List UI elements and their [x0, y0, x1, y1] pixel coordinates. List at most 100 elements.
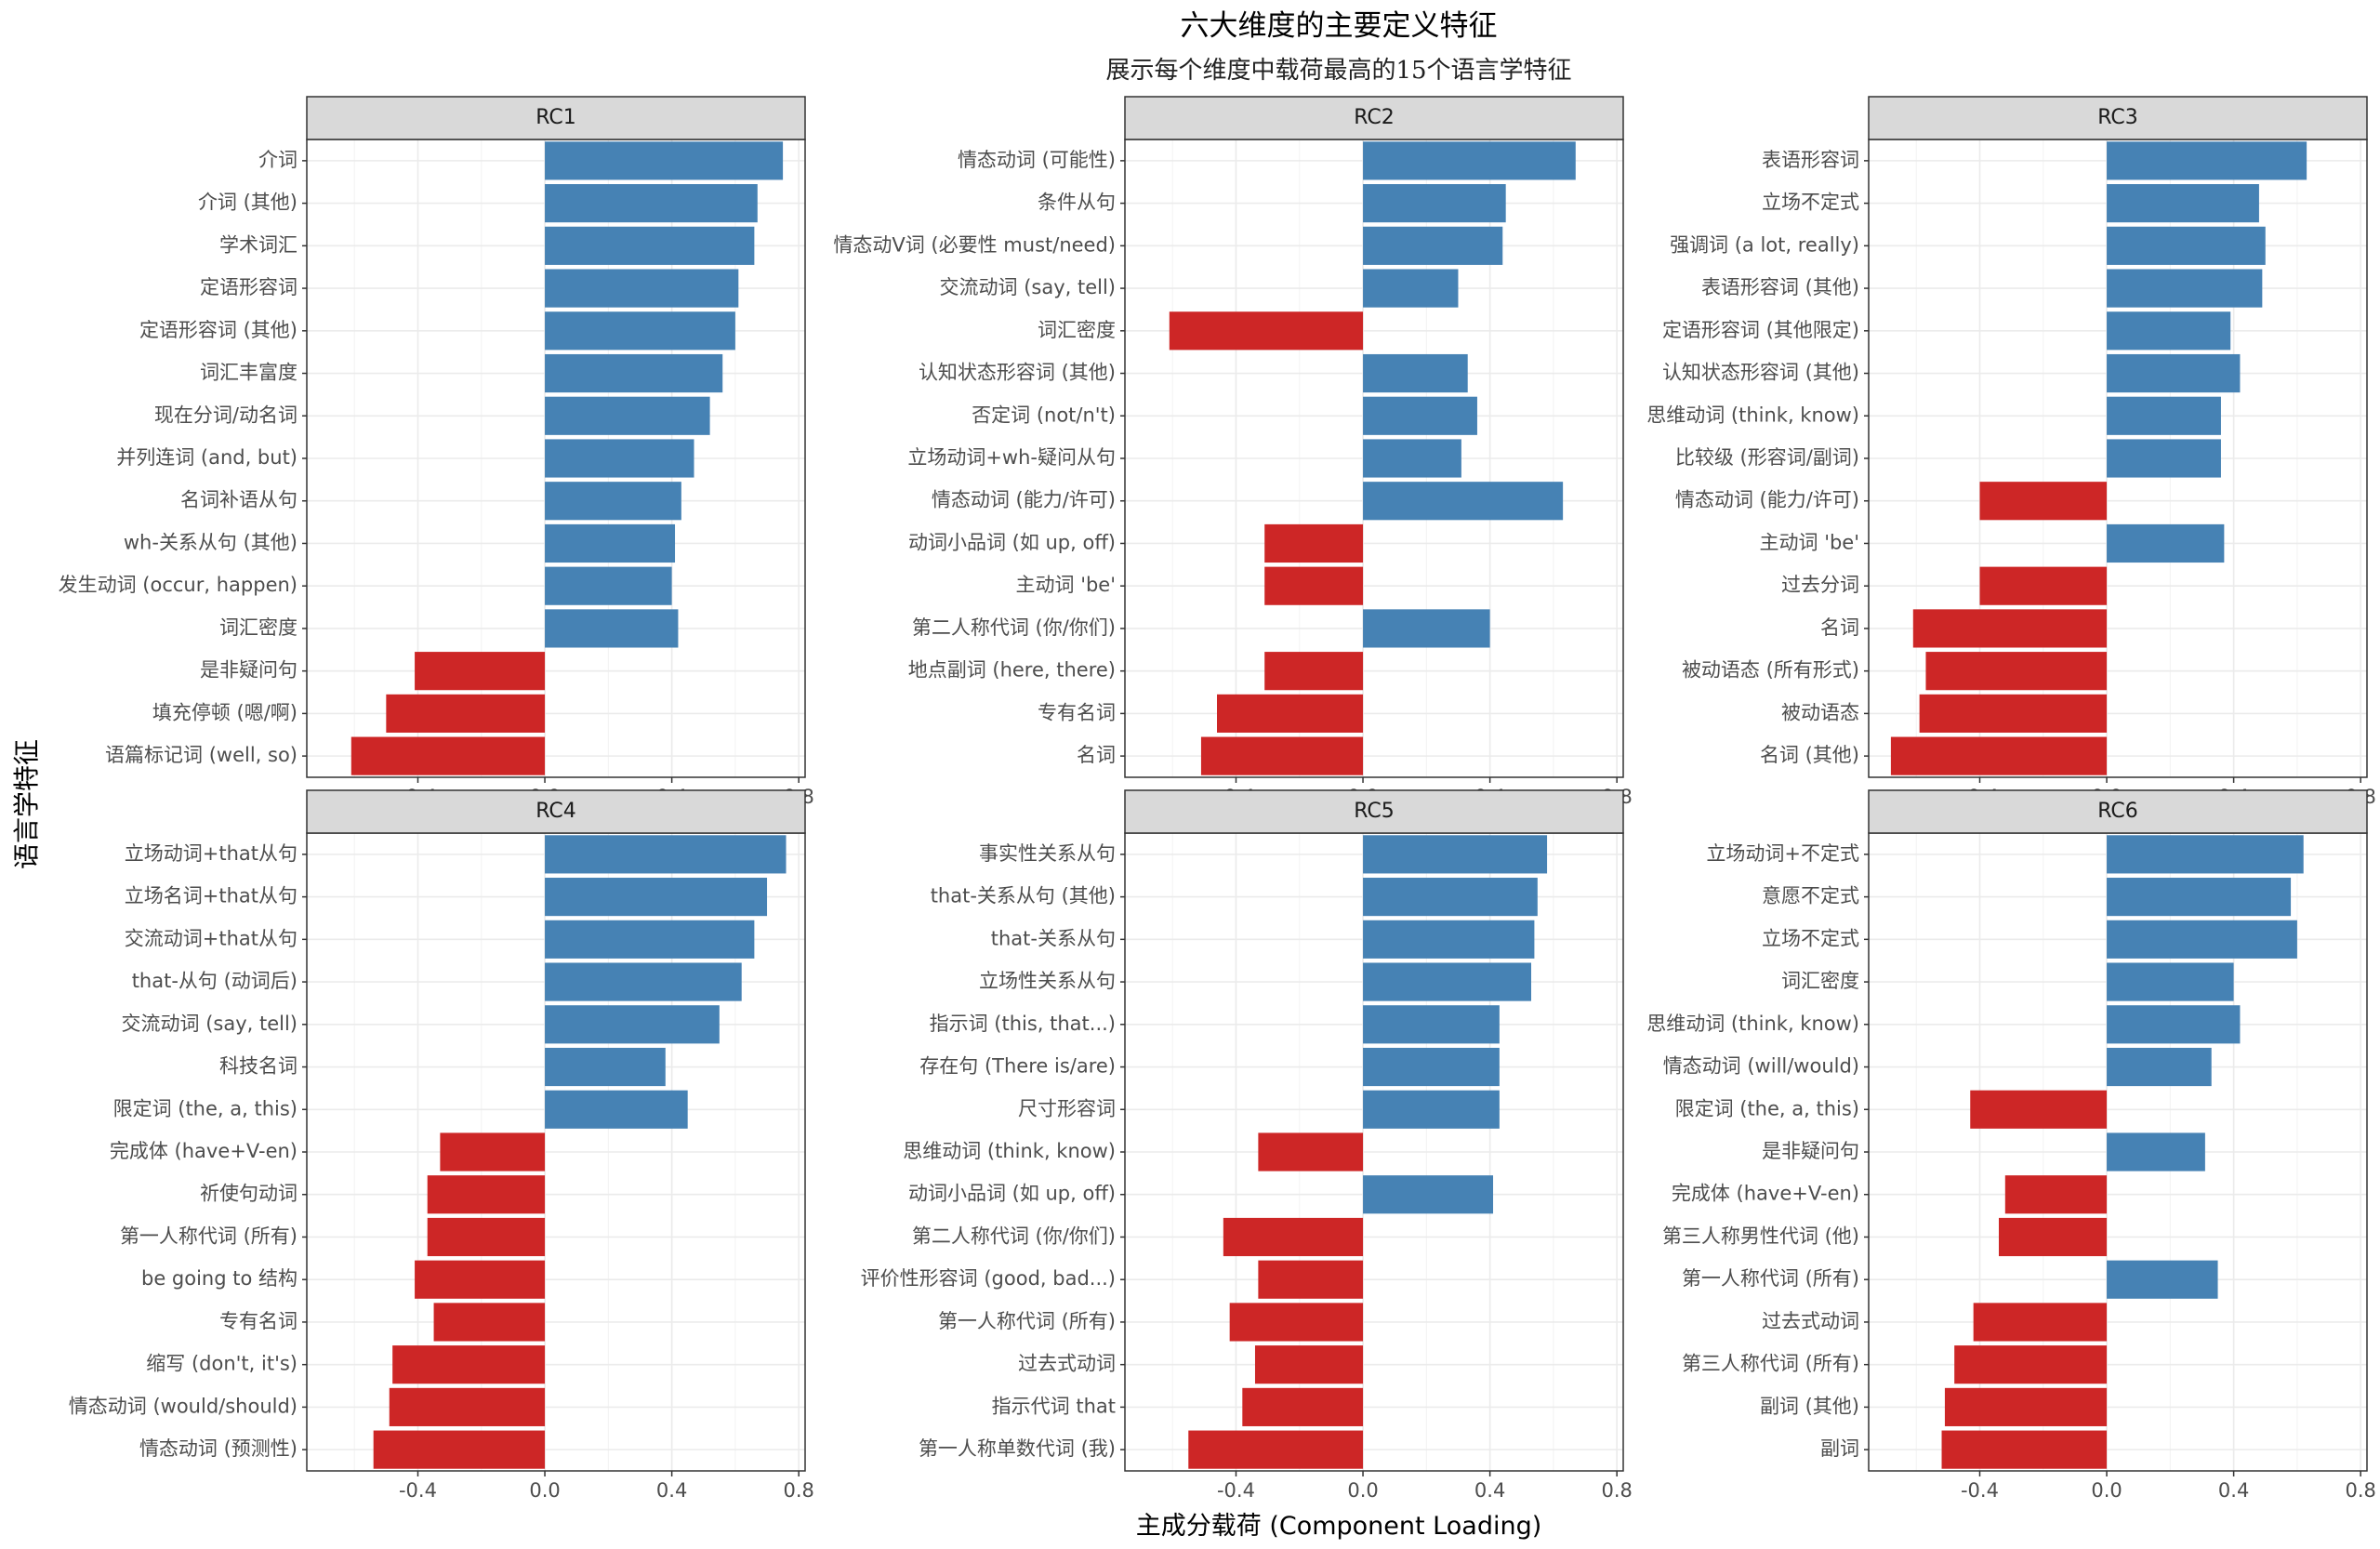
bar: [545, 226, 755, 265]
bar: [545, 396, 710, 435]
category-label: 过去式动词: [1018, 1353, 1116, 1375]
bar: [1254, 1345, 1364, 1384]
category-label: 存在句 (There is/are): [919, 1055, 1116, 1078]
category-label: 第一人称单数代词 (我): [919, 1437, 1116, 1460]
category-label: 过去式动词: [1762, 1310, 1859, 1332]
category-label: 是非疑问句: [1762, 1140, 1859, 1162]
category-label: 评价性形容词 (good, bad...): [861, 1267, 1116, 1290]
x-tick-label: 0.0: [2091, 1479, 2122, 1502]
bar: [392, 1345, 546, 1384]
bar: [1188, 1430, 1364, 1469]
bar: [545, 439, 694, 478]
category-label: 科技名词: [219, 1055, 298, 1078]
category-label: 比较级 (形容词/副词): [1675, 446, 1859, 469]
category-label: be going to 结构: [141, 1267, 298, 1290]
category-label: 交流动词+that从句: [125, 927, 298, 949]
x-tick-label: 0.0: [1347, 1479, 1378, 1502]
bar: [2107, 439, 2221, 478]
facet-strip-label: RC3: [2097, 106, 2138, 129]
bar: [1363, 609, 1490, 648]
bar: [2107, 962, 2234, 1001]
bar: [545, 482, 681, 521]
bar: [1890, 736, 2108, 775]
category-label: 词汇密度: [219, 616, 298, 639]
chart-subtitle: 展示每个维度中载荷最高的15个语言学特征: [1105, 57, 1571, 85]
facet-strip-label: RC2: [1354, 106, 1395, 129]
category-label: 学术词汇: [219, 233, 298, 256]
bar: [2107, 1047, 2212, 1087]
bar: [2107, 920, 2297, 959]
category-label: 事实性关系从句: [979, 842, 1116, 865]
category-label: 情态动词 (预测性): [139, 1437, 298, 1460]
category-label: 尺寸形容词: [1018, 1097, 1116, 1119]
category-label: 情态动词 (能力/许可): [1675, 489, 1859, 511]
category-label: that-关系从句: [991, 927, 1116, 949]
facet-strip: [306, 96, 806, 140]
category-label: 强调词 (a lot, really): [1670, 233, 1859, 256]
category-label: 名词: [1077, 744, 1116, 766]
category-label: 地点副词 (here, there): [908, 659, 1116, 682]
bar: [545, 835, 787, 874]
category-label: 立场不定式: [1762, 927, 1859, 949]
bar: [545, 1005, 720, 1044]
bar: [2107, 226, 2266, 265]
category-label: 被动语态: [1781, 701, 1859, 723]
x-tick-label: 0.4: [2218, 1479, 2249, 1502]
bar: [1200, 736, 1364, 775]
bar: [1363, 1047, 1500, 1087]
bar: [1919, 694, 2108, 733]
bar: [1979, 482, 2108, 521]
bar: [1979, 566, 2108, 605]
bar: [1363, 439, 1461, 478]
category-label: 名词 (其他): [1760, 744, 1859, 766]
bar: [415, 652, 546, 691]
bar: [1363, 835, 1548, 874]
category-label: 完成体 (have+V-en): [1672, 1183, 1859, 1205]
bar: [1363, 1090, 1500, 1129]
bar: [545, 184, 758, 223]
category-label: 语篇标记词 (well, so): [105, 744, 298, 766]
facet-strip: [306, 789, 806, 834]
bar: [545, 566, 672, 605]
category-label: 名词补语从句: [180, 489, 298, 511]
category-label: 祈使句动词: [200, 1183, 298, 1205]
bar: [1970, 1090, 2108, 1129]
bar: [2107, 353, 2241, 393]
x-axis-title: 主成分载荷 (Component Loading): [1136, 1512, 1542, 1541]
bar: [2107, 523, 2225, 563]
facet-panel-rc5: 事实性关系从句 that-关系从句 (其他) that-关系从句立场性关系从句指示词…: [861, 789, 1633, 1502]
category-label: 第一人称代词 (所有): [1682, 1267, 1859, 1290]
category-label: 过去分词: [1781, 574, 1859, 596]
facet-strip-label: RC5: [1354, 800, 1395, 823]
category-label: that-从句 (动词后): [132, 970, 298, 992]
category-label: 定语形容词: [200, 276, 298, 298]
category-label: 介词: [258, 149, 298, 171]
bar: [2107, 835, 2304, 874]
category-label: 限定词 (the, a, this): [113, 1097, 298, 1119]
category-label: 介词 (其他): [198, 192, 298, 214]
y-axis-title: 语言学特征: [11, 739, 42, 869]
category-label: 否定词 (not/n't): [972, 404, 1116, 426]
category-label: 专有名词: [1038, 701, 1116, 723]
bar: [545, 878, 768, 917]
category-label: 词汇丰富度: [200, 362, 298, 384]
category-label: 第一人称代词 (所有): [120, 1225, 298, 1247]
bar: [545, 1090, 688, 1129]
category-label: 第二人称代词 (你/你们): [912, 1225, 1116, 1247]
bar: [1217, 694, 1364, 733]
facet-strip-label: RC6: [2097, 800, 2138, 823]
x-tick-label: 0.8: [1601, 1479, 1632, 1502]
bar: [415, 1260, 546, 1299]
category-label: 立场不定式: [1762, 192, 1859, 214]
category-label: 完成体 (have+V-en): [110, 1140, 298, 1162]
category-label: 填充停顿 (嗯/啊): [152, 701, 298, 723]
bar: [2107, 1005, 2241, 1044]
bar: [1229, 1303, 1364, 1342]
bar: [545, 609, 679, 648]
bar: [545, 141, 784, 180]
category-label: 表语形容词: [1762, 149, 1859, 171]
bar: [386, 694, 546, 733]
category-label: 第三人称男性代词 (他): [1662, 1225, 1859, 1247]
